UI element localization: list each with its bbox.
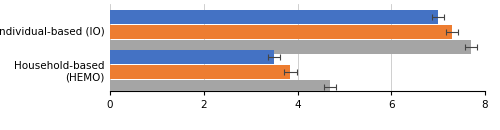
Bar bbox=[110, 10, 438, 24]
Legend: 1984, 1997, 2012: 1984, 1997, 2012 bbox=[134, 129, 276, 130]
Bar bbox=[110, 40, 471, 54]
Bar bbox=[110, 80, 330, 94]
Bar bbox=[110, 50, 274, 64]
Bar bbox=[110, 65, 290, 79]
Bar bbox=[110, 25, 452, 39]
